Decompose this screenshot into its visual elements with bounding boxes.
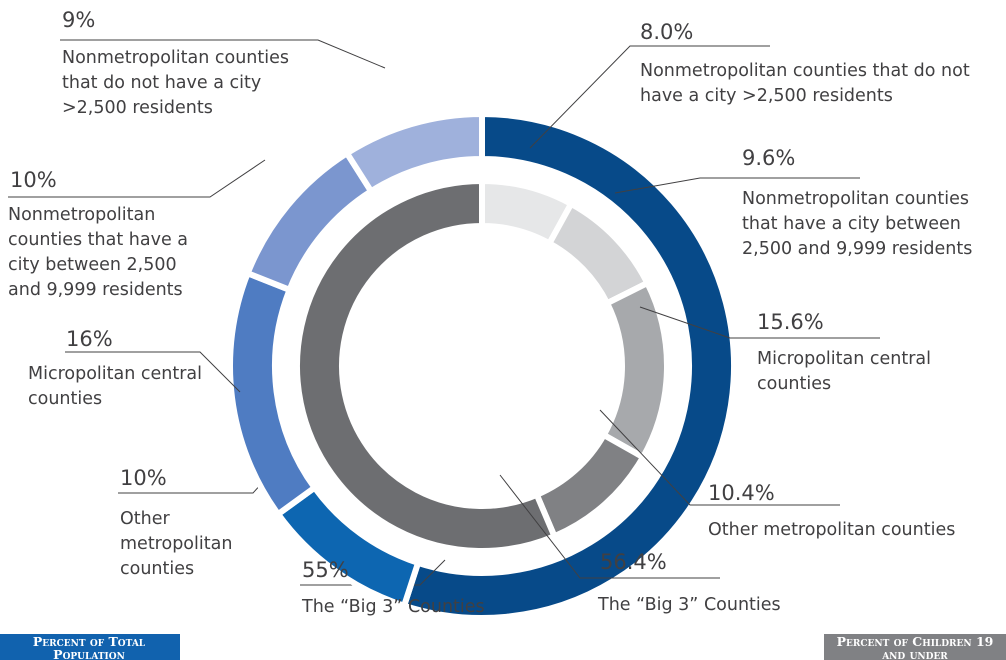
segment-label: Micropolitan central counties [28, 364, 203, 409]
donut-segment [400, 110, 737, 621]
leader-line [614, 177, 860, 194]
segment-label: Other metropolitan counties [708, 520, 956, 540]
segment-label: The “Big 3” Counties [598, 595, 781, 615]
value-label: 9.6% [742, 146, 796, 170]
leader-line [8, 159, 266, 198]
leader-line [499, 474, 720, 579]
segment-label: The “Big 3” Counties [302, 597, 485, 617]
legend-box: Percent of Total Population [0, 634, 180, 660]
segment-label: Nonmetropolitan counties that do not hav… [62, 48, 289, 118]
leader-line [65, 351, 241, 393]
segment-label: Micropolitan central counties [757, 349, 932, 394]
donut-segment [294, 177, 559, 554]
segment-label: Other metropolitan counties [120, 509, 233, 579]
value-label: 8.0% [640, 20, 694, 44]
legend-box: Percent of Children 19 and under [824, 634, 1006, 660]
segment-label: Nonmetropolitan counties that have a cit… [8, 205, 189, 300]
segment-label: Nonmetropolitan counties that have a cit… [742, 189, 973, 259]
leader-line [60, 39, 386, 69]
donut-segment [599, 279, 670, 462]
leader-line [599, 409, 840, 506]
donut-segment [342, 110, 485, 196]
value-label: 16% [66, 327, 113, 351]
value-label: 15.6% [757, 310, 824, 334]
value-label: 10% [120, 466, 167, 490]
segment-label: Nonmetropolitan counties that do not hav… [640, 61, 970, 106]
value-label: 9% [62, 8, 96, 32]
value-label: 55% [302, 558, 349, 582]
value-label: 56.4% [600, 550, 667, 574]
leader-line [300, 559, 446, 586]
value-label: 10% [10, 168, 57, 192]
leader-line [639, 306, 880, 339]
value-label: 10.4% [708, 481, 775, 505]
leader-line [529, 45, 770, 149]
